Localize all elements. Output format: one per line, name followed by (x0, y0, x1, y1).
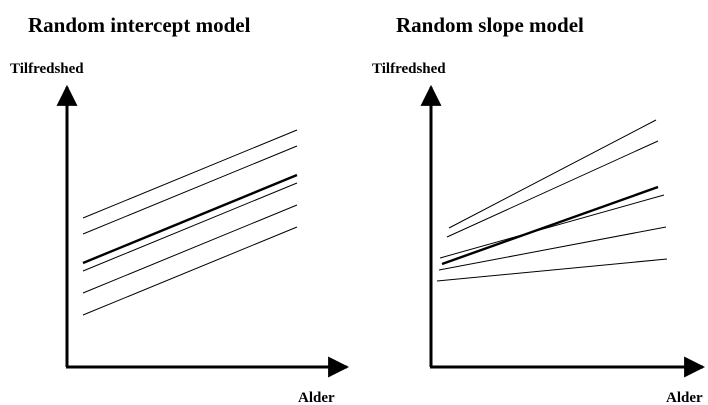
slope-panel: Random slope model Tilfredshed Alder (372, 13, 706, 405)
slope-average-line (441, 185, 659, 266)
intercept-group-line (82, 226, 298, 316)
slope-group-line (439, 194, 665, 259)
slope-panel-x-label: Alder (666, 390, 703, 405)
intercept-panel-title: Random intercept model (28, 13, 251, 37)
slope-group-line (436, 258, 668, 282)
slope-group-line (446, 140, 659, 238)
intercept-panel-x-label: Alder (298, 390, 335, 405)
slope-panel-y-label: Tilfredshed (372, 61, 446, 77)
intercept-group-line (82, 129, 298, 219)
intercept-panel: Random intercept model Tilfredshed Alder (10, 13, 350, 405)
intercept-average-line (82, 173, 298, 265)
intercept-group-line (82, 182, 298, 272)
intercept-panel-y-label: Tilfredshed (10, 61, 84, 77)
slope-group-line (448, 119, 657, 229)
slope-panel-title: Random slope model (396, 13, 584, 37)
intercept-group-line (82, 145, 298, 235)
intercept-group-line (82, 204, 298, 294)
slope-group-line (438, 226, 667, 271)
